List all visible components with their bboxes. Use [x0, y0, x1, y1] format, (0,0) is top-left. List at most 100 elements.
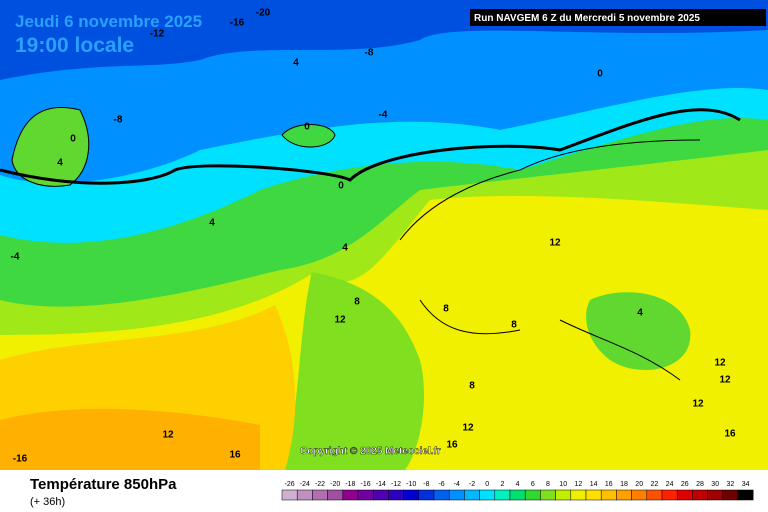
- contour-label: 8: [354, 297, 360, 308]
- contour-label: 12: [334, 315, 346, 326]
- copyright: Copyright © 2025 Meteociel.fr: [300, 446, 441, 457]
- greenland: [11, 106, 90, 187]
- contour-label: 12: [719, 375, 731, 386]
- scale-label: -10: [406, 481, 416, 488]
- scale-label: -8: [423, 481, 429, 488]
- scale-label: 0: [485, 481, 489, 488]
- scale-swatch: [540, 489, 556, 501]
- contour-label: 0: [597, 69, 603, 80]
- contour-label: -16: [13, 454, 28, 465]
- scale-swatch: [676, 489, 693, 501]
- contour-label: 12: [549, 238, 561, 249]
- scale-label: -4: [454, 481, 460, 488]
- scale-label: 10: [559, 481, 567, 488]
- scale-swatch: [661, 489, 678, 501]
- contour-label: 16: [724, 429, 736, 440]
- scale-label: 16: [605, 481, 613, 488]
- contour-label: 4: [342, 243, 348, 254]
- map-field: [0, 0, 768, 471]
- contour-label: 12: [692, 399, 704, 410]
- scale-label: -2: [469, 481, 475, 488]
- scale-swatch: [372, 489, 389, 501]
- scale-label: 14: [590, 481, 598, 488]
- contour-label: 4: [293, 58, 299, 69]
- scale-label: 22: [651, 481, 659, 488]
- contour-label: 0: [70, 134, 76, 145]
- scale-swatch: [570, 489, 587, 501]
- scale-label: 18: [620, 481, 628, 488]
- coastline: [399, 139, 701, 381]
- scale-label: 8: [546, 481, 550, 488]
- scale-label: 6: [531, 481, 535, 488]
- contour-label: -16: [230, 18, 245, 29]
- contour-label: 4: [637, 308, 643, 319]
- scale-label: -20: [330, 481, 340, 488]
- footer-title: Température 850hPa: [30, 476, 177, 493]
- date: Jeudi 6 novembre 2025: [15, 12, 202, 31]
- color-scale: -26 -24 -22 -20 -18 -16 -14 -12 -10 -8 -6 -4 -2 0 2 4 6 8…: [281, 481, 754, 501]
- contour-label: 4: [57, 158, 63, 169]
- scale-swatch: [281, 489, 298, 501]
- iceland: [281, 124, 336, 148]
- scale-swatch: [448, 489, 465, 501]
- scale-swatch: [692, 489, 708, 501]
- contour-label: 8: [469, 381, 475, 392]
- scale-label: -16: [361, 481, 371, 488]
- scale-swatch: [737, 489, 754, 501]
- scale-label: 2: [500, 481, 504, 488]
- scale-swatch: [327, 489, 344, 501]
- scale-label: 20: [635, 481, 643, 488]
- scale-label: 26: [681, 481, 689, 488]
- contour-label: -4: [379, 110, 388, 121]
- scale-swatch: [722, 489, 739, 501]
- contour-label: 4: [209, 218, 215, 229]
- scale-label: 30: [711, 481, 719, 488]
- contour-label: 8: [511, 320, 517, 331]
- scale-swatch: [296, 489, 313, 501]
- scale-swatch: [707, 489, 724, 501]
- scale-label: 24: [666, 481, 674, 488]
- scale-label: -22: [315, 481, 325, 488]
- contour-label: -8: [365, 48, 374, 59]
- contour-label: 0: [304, 122, 310, 133]
- run-info: Run NAVGEM 6 Z du Mercredi 5 novembre 20…: [474, 13, 700, 24]
- scale-swatch: [464, 489, 480, 501]
- field-layer: [285, 272, 425, 470]
- scale-swatch: [312, 489, 328, 501]
- scale-label: -14: [376, 481, 386, 488]
- scale-swatch: [646, 489, 663, 501]
- zero-isotherm: [0, 108, 741, 185]
- scale-swatch: [388, 489, 404, 501]
- contour-label: 12: [162, 430, 174, 441]
- contour-label: 12: [462, 423, 474, 434]
- scale-swatch: [616, 489, 632, 501]
- scale-swatch: [433, 489, 450, 501]
- scale-swatch: [631, 489, 648, 501]
- scale-label: -26: [285, 481, 295, 488]
- scale-swatch: [418, 489, 435, 501]
- contour-label: 16: [229, 450, 241, 461]
- scale-swatch: [524, 489, 541, 501]
- contour-label: -20: [256, 8, 271, 19]
- contour-label: -8: [114, 115, 123, 126]
- scale-swatch: [479, 489, 496, 501]
- time: 19:00 locale: [15, 34, 134, 57]
- contour-label: 8: [443, 304, 449, 315]
- field-layer: [586, 292, 691, 370]
- contour-label: 16: [446, 440, 458, 451]
- scale-swatch: [342, 489, 359, 501]
- scale-label: 34: [742, 481, 750, 488]
- scale-swatch: [585, 489, 602, 501]
- scale-label: -24: [300, 481, 310, 488]
- run-box: [470, 9, 766, 26]
- scale-label: -18: [345, 481, 355, 488]
- scale-label: 32: [727, 481, 735, 488]
- scale-label: -12: [391, 481, 401, 488]
- scale-swatch: [600, 489, 617, 501]
- scale-swatch: [403, 489, 420, 501]
- scale-label: 12: [575, 481, 583, 488]
- scale-swatch: [509, 489, 526, 501]
- footer-subtitle: (+ 36h): [30, 496, 65, 508]
- scale-swatch: [555, 489, 572, 501]
